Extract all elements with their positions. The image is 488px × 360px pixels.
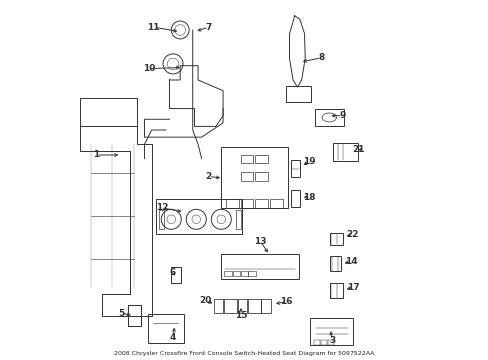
Text: 10: 10 [142, 64, 155, 73]
Text: 5: 5 [118, 309, 124, 318]
Text: 2008 Chrysler Crossfire Front Console Switch-Heated Seat Diagram for 5097522AA: 2008 Chrysler Crossfire Front Console Sw… [114, 351, 374, 356]
Text: 16: 16 [280, 297, 292, 306]
Text: 11: 11 [147, 23, 159, 32]
Text: 18: 18 [302, 193, 314, 202]
Text: 4: 4 [169, 333, 176, 342]
Text: 1: 1 [93, 150, 99, 159]
Text: 21: 21 [352, 145, 365, 154]
Text: 20: 20 [199, 296, 212, 305]
Text: 8: 8 [318, 53, 324, 62]
Text: 9: 9 [339, 111, 345, 120]
Text: 17: 17 [346, 283, 359, 292]
Text: 2: 2 [205, 172, 211, 181]
Text: 19: 19 [303, 157, 315, 166]
Text: 12: 12 [156, 203, 168, 212]
Text: 22: 22 [346, 230, 358, 239]
Text: 6: 6 [170, 268, 176, 277]
Text: 13: 13 [254, 237, 266, 246]
Text: 7: 7 [205, 23, 211, 32]
Text: 14: 14 [345, 257, 357, 266]
Text: 15: 15 [234, 311, 246, 320]
Text: 3: 3 [328, 336, 334, 345]
